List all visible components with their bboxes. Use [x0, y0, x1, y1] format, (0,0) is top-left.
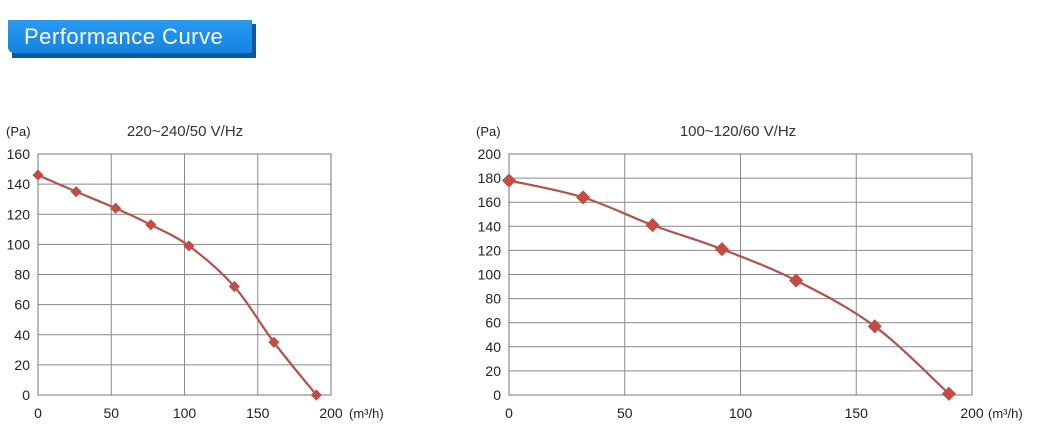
data-point-marker — [788, 273, 804, 288]
performance-chart-60hz: 0 20 40 60 80 100 120 140 160 180 200 0 50 100 150 200 1… — [476, 123, 1023, 421]
x-axis-label: (m³/h) — [988, 406, 1023, 421]
y-tick-label: 20 — [14, 357, 30, 373]
y-tick-label: 100 — [478, 267, 502, 283]
x-tick-label: 200 — [960, 405, 984, 421]
y-tick-label: 0 — [22, 387, 30, 403]
data-point-marker — [310, 389, 322, 401]
x-tick-label: 150 — [845, 405, 869, 421]
x-tick-label: 0 — [505, 405, 513, 421]
data-point-marker — [183, 240, 195, 252]
data-point-marker — [228, 280, 240, 293]
performance-chart-50hz: 0 20 40 60 80 100 120 140 160 0 50 100 150 200 220~240… — [6, 123, 384, 421]
x-axis-label: (m³/h) — [349, 406, 384, 421]
y-tick-label: 120 — [478, 242, 502, 258]
y-tick-label: 80 — [14, 267, 30, 283]
y-tick-label: 40 — [14, 327, 30, 343]
y-tick-label: 20 — [485, 363, 501, 379]
section-title: Performance Curve — [8, 20, 252, 53]
y-tick-label: 120 — [7, 206, 31, 222]
x-tick-label: 100 — [173, 405, 197, 421]
data-point-marker — [576, 190, 591, 205]
x-tick-label: 200 — [319, 405, 343, 421]
x-tick-label: 50 — [617, 405, 633, 421]
y-tick-label: 160 — [7, 146, 31, 162]
y-tick-label: 0 — [493, 387, 501, 403]
data-point-marker — [70, 186, 82, 198]
y-tick-label: 200 — [478, 146, 502, 162]
series-line — [508, 179, 950, 395]
plot-frame — [508, 153, 973, 396]
x-tick-label: 50 — [103, 405, 119, 421]
y-tick-label: 100 — [7, 236, 31, 252]
chart-title: 220~240/50 V/Hz — [127, 123, 243, 140]
section-header: Performance Curve — [8, 20, 256, 58]
data-point-marker — [268, 336, 280, 348]
data-point-marker — [714, 242, 730, 257]
data-point-marker — [941, 386, 956, 401]
x-tick-label: 0 — [34, 405, 42, 421]
y-axis-label: (Pa) — [6, 124, 31, 139]
y-tick-label: 180 — [478, 170, 502, 186]
y-axis-label: (Pa) — [476, 124, 501, 139]
y-tick-label: 40 — [485, 339, 501, 355]
data-point-marker — [645, 218, 660, 233]
data-point-marker — [110, 202, 122, 214]
y-tick-label: 80 — [485, 291, 501, 307]
y-tick-label: 60 — [485, 315, 501, 331]
chart-title: 100~120/60 V/Hz — [680, 123, 796, 140]
data-point-marker — [32, 169, 44, 181]
data-point-marker — [145, 219, 157, 231]
y-tick-label: 140 — [7, 176, 31, 192]
data-point-marker — [867, 319, 882, 334]
x-tick-label: 100 — [729, 405, 753, 421]
series-line — [37, 174, 318, 396]
y-tick-label: 140 — [478, 218, 502, 234]
plot-frame — [37, 153, 332, 396]
data-point-marker — [501, 173, 517, 188]
y-tick-label: 60 — [14, 297, 30, 313]
x-tick-label: 150 — [246, 405, 270, 421]
y-tick-label: 160 — [478, 194, 502, 210]
